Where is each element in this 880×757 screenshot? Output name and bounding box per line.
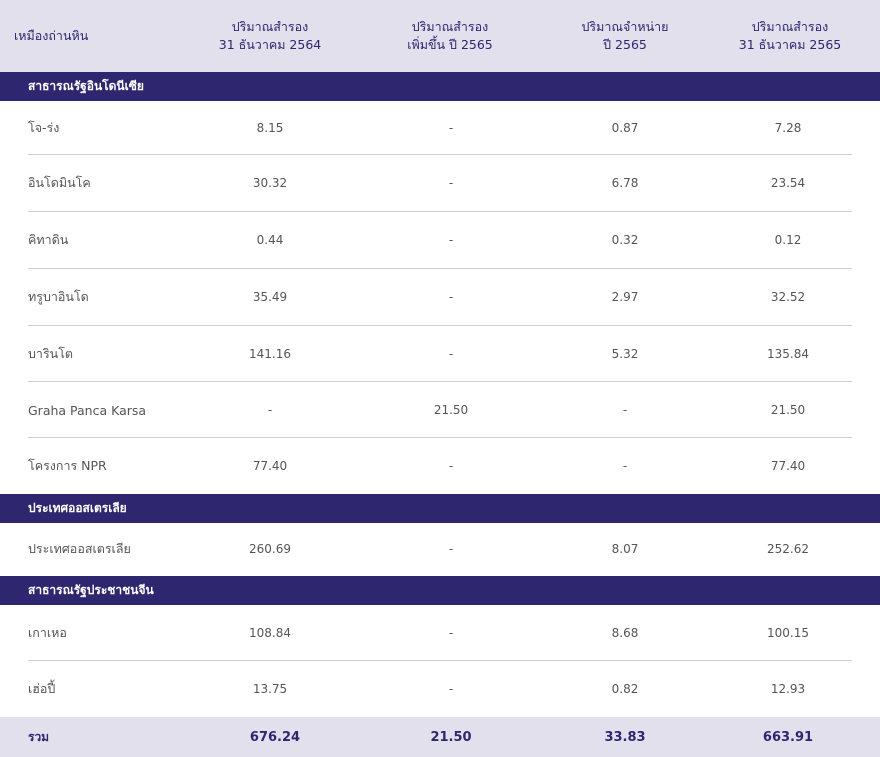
cell-increase-2565: -: [448, 233, 454, 247]
cell-reserve-2564: 141.16: [249, 347, 291, 361]
cell-reserve-2565: 77.40: [770, 459, 806, 473]
header-reserve-2565-line1: ปริมาณสำรอง: [751, 19, 829, 34]
section-title: สาธารณรัฐอินโดนีเซีย: [28, 79, 144, 93]
cell-reserve-2564: 30.32: [252, 176, 288, 190]
total-label: รวม: [28, 729, 50, 744]
header-increase-2565-line2: เพิ่มขึ้น ปี 2565: [407, 37, 493, 52]
row-name: โจ-ร่ง: [28, 119, 60, 135]
table-row: เกาเหอ 108.84 - 8.68 100.15: [0, 605, 880, 661]
cell-increase-2565: -: [448, 176, 454, 190]
cell-sales-2565: 8.07: [611, 542, 639, 556]
cell-increase-2565: 21.50: [433, 403, 469, 417]
header-reserve-2565: ปริมาณสำรอง 31 ธันวาคม 2565: [710, 0, 870, 72]
table-header: เหมืองถ่านหิน ปริมาณสำรอง 31 ธันวาคม 256…: [0, 0, 880, 72]
table-row: เฮ่อปี้ 13.75 - 0.82 12.93: [0, 661, 880, 717]
row-divider: [28, 154, 852, 155]
table-row: ทรูบาอินโด 35.49 - 2.97 32.52: [0, 269, 880, 325]
row-divider: [28, 437, 852, 438]
cell-sales-2565: 8.68: [611, 626, 639, 640]
header-mine: เหมืองถ่านหิน: [14, 0, 88, 72]
total-reserve-2564: 676.24: [249, 729, 301, 745]
cell-reserve-2565: 32.52: [770, 290, 806, 304]
cell-reserve-2564: 35.49: [252, 290, 288, 304]
row-name: อินโดมินโค: [28, 175, 91, 190]
header-mine-label: เหมืองถ่านหิน: [14, 28, 89, 43]
header-sales-2565-line2: ปี 2565: [603, 37, 647, 52]
cell-sales-2565: 6.78: [611, 176, 639, 190]
header-increase-2565: ปริมาณสำรอง เพิ่มขึ้น ปี 2565: [370, 0, 530, 72]
row-name: เฮ่อปี้: [28, 681, 56, 696]
cell-increase-2565: -: [448, 120, 454, 135]
row-name: ประเทศออสเตรเลีย: [28, 541, 131, 556]
cell-reserve-2565: 7.28: [774, 120, 802, 135]
section-china: สาธารณรัฐประชาชนจีน: [0, 576, 880, 605]
total-sales-2565: 33.83: [604, 729, 646, 745]
cell-reserve-2565: 252.62: [767, 542, 809, 556]
table-row: คิทาดิน 0.44 - 0.32 0.12: [0, 212, 880, 268]
header-reserve-2564-line1: ปริมาณสำรอง: [231, 19, 309, 34]
cell-reserve-2565: 23.54: [770, 176, 806, 190]
cell-sales-2565: 0.87: [611, 120, 639, 135]
header-reserve-2564: ปริมาณสำรอง 31 ธันวาคม 2564: [190, 0, 350, 72]
table-row: โครงการ NPR 77.40 - - 77.40: [0, 438, 880, 494]
row-name: ทรูบาอินโด: [28, 289, 89, 304]
header-reserve-2564-line2: 31 ธันวาคม 2564: [218, 37, 322, 52]
cell-reserve-2565: 0.12: [774, 233, 802, 247]
table-row: Graha Panca Karsa - 21.50 - 21.50: [0, 382, 880, 438]
cell-sales-2565: 2.97: [611, 290, 639, 304]
total-increase-2565: 21.50: [430, 729, 472, 745]
header-sales-2565-line1: ปริมาณจำหน่าย: [581, 19, 669, 34]
row-divider: [28, 381, 852, 382]
cell-reserve-2564: 13.75: [252, 682, 288, 696]
section-indonesia: สาธารณรัฐอินโดนีเซีย: [0, 72, 880, 101]
row-divider: [28, 268, 852, 269]
cell-sales-2565: 0.82: [611, 682, 639, 696]
row-name: คิทาดิน: [28, 232, 69, 247]
total-reserve-2565: 663.91: [762, 729, 814, 745]
cell-reserve-2564: 260.69: [249, 542, 291, 556]
header-increase-2565-line1: ปริมาณสำรอง: [411, 19, 489, 34]
table-row: บารินโต 141.16 - 5.32 135.84: [0, 326, 880, 382]
cell-increase-2565: -: [448, 626, 454, 640]
cell-reserve-2564: 8.15: [256, 120, 284, 135]
total-row: รวม 676.24 21.50 33.83 663.91: [0, 717, 880, 757]
section-title: ประเทศออสเตรเลีย: [28, 501, 127, 515]
row-name: บารินโต: [28, 346, 74, 361]
table-row: ประเทศออสเตรเลีย 260.69 - 8.07 252.62: [0, 523, 880, 575]
section-australia: ประเทศออสเตรเลีย: [0, 494, 880, 523]
row-divider: [28, 325, 852, 326]
cell-increase-2565: -: [448, 542, 454, 556]
row-divider: [28, 660, 852, 661]
header-sales-2565: ปริมาณจำหน่าย ปี 2565: [545, 0, 705, 72]
cell-sales-2565: 0.32: [611, 233, 639, 247]
row-name: เกาเหอ: [28, 625, 67, 640]
section-title: สาธารณรัฐประชาชนจีน: [28, 583, 154, 597]
cell-sales-2565: -: [622, 459, 628, 473]
cell-increase-2565: -: [448, 459, 454, 473]
cell-sales-2565: 5.32: [611, 347, 639, 361]
row-divider: [28, 211, 852, 212]
cell-reserve-2564: -: [267, 403, 273, 417]
row-name: โครงการ NPR: [28, 458, 107, 473]
cell-reserve-2564: 77.40: [252, 459, 288, 473]
cell-reserve-2564: 108.84: [249, 626, 291, 640]
cell-increase-2565: -: [448, 347, 454, 361]
cell-reserve-2564: 0.44: [256, 233, 284, 247]
table-row: อินโดมินโค 30.32 - 6.78 23.54: [0, 155, 880, 211]
table-row: โจ-ร่ง 8.15 - 0.87 7.28: [0, 101, 880, 154]
cell-increase-2565: -: [448, 290, 454, 304]
cell-reserve-2565: 100.15: [767, 626, 809, 640]
row-name: Graha Panca Karsa: [28, 402, 147, 418]
cell-reserve-2565: 135.84: [767, 347, 809, 361]
cell-reserve-2565: 21.50: [770, 403, 806, 417]
cell-reserve-2565: 12.93: [770, 682, 806, 696]
cell-sales-2565: -: [622, 403, 628, 417]
cell-increase-2565: -: [448, 682, 454, 696]
header-reserve-2565-line2: 31 ธันวาคม 2565: [738, 37, 842, 52]
